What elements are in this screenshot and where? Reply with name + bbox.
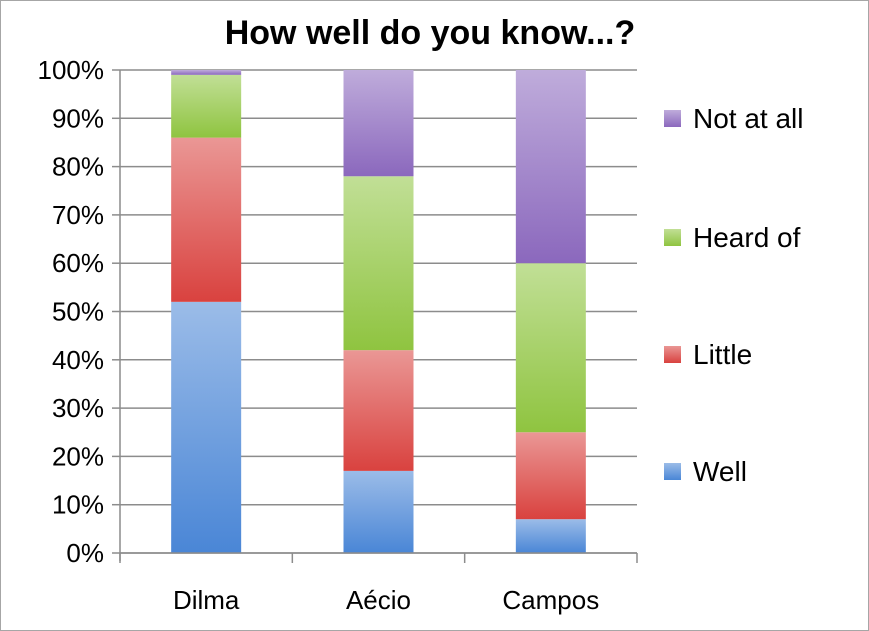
bar-segment-little-0 [171,137,242,302]
x-category-label: Dilma [173,585,240,615]
legend-swatch-not-at-all [664,110,681,127]
bar-segment-not-at-all-0 [171,70,242,75]
y-tick-label: 40% [52,345,104,375]
bars [171,70,586,553]
legend: Not at all Heard of Little Well [664,103,804,487]
y-tick-label: 0% [66,538,104,568]
chart-title: How well do you know...? [225,14,636,52]
bar-segment-heard-of-2 [515,263,586,433]
axes: 0% 10% 20% 30% 40% 50% 60% 70% 80% 90% 100% Dilma Aé… [38,55,638,615]
y-tick-label: 50% [52,297,104,327]
bar-segment-heard-of-1 [343,176,414,351]
bar-segment-well-1 [343,470,414,553]
legend-swatch-heard-of [664,229,681,246]
y-tick-label: 60% [52,248,104,278]
y-tick-label: 10% [52,490,104,520]
bar-segment-heard-of-0 [171,74,242,138]
legend-label: Not at all [693,103,804,134]
bar-segment-well-2 [515,519,586,553]
y-tick-label: 20% [52,441,104,471]
bar-segment-little-1 [343,350,414,471]
x-category-label: Aécio [346,585,411,615]
y-tick-label: 100% [38,55,105,85]
bar-segment-well-0 [171,301,242,553]
legend-label: Little [693,339,752,370]
legend-label: Well [693,456,747,487]
y-tick-label: 70% [52,200,104,230]
y-tick-label: 30% [52,393,104,423]
bar-segment-not-at-all-2 [515,70,586,264]
bar-segment-little-2 [515,432,586,520]
y-tick-label: 80% [52,152,104,182]
legend-swatch-well [664,463,681,480]
legend-label: Heard of [693,222,801,253]
bar-segment-not-at-all-1 [343,70,414,177]
legend-swatch-little [664,346,681,363]
y-tick-label: 90% [52,103,104,133]
x-category-label: Campos [502,585,599,615]
